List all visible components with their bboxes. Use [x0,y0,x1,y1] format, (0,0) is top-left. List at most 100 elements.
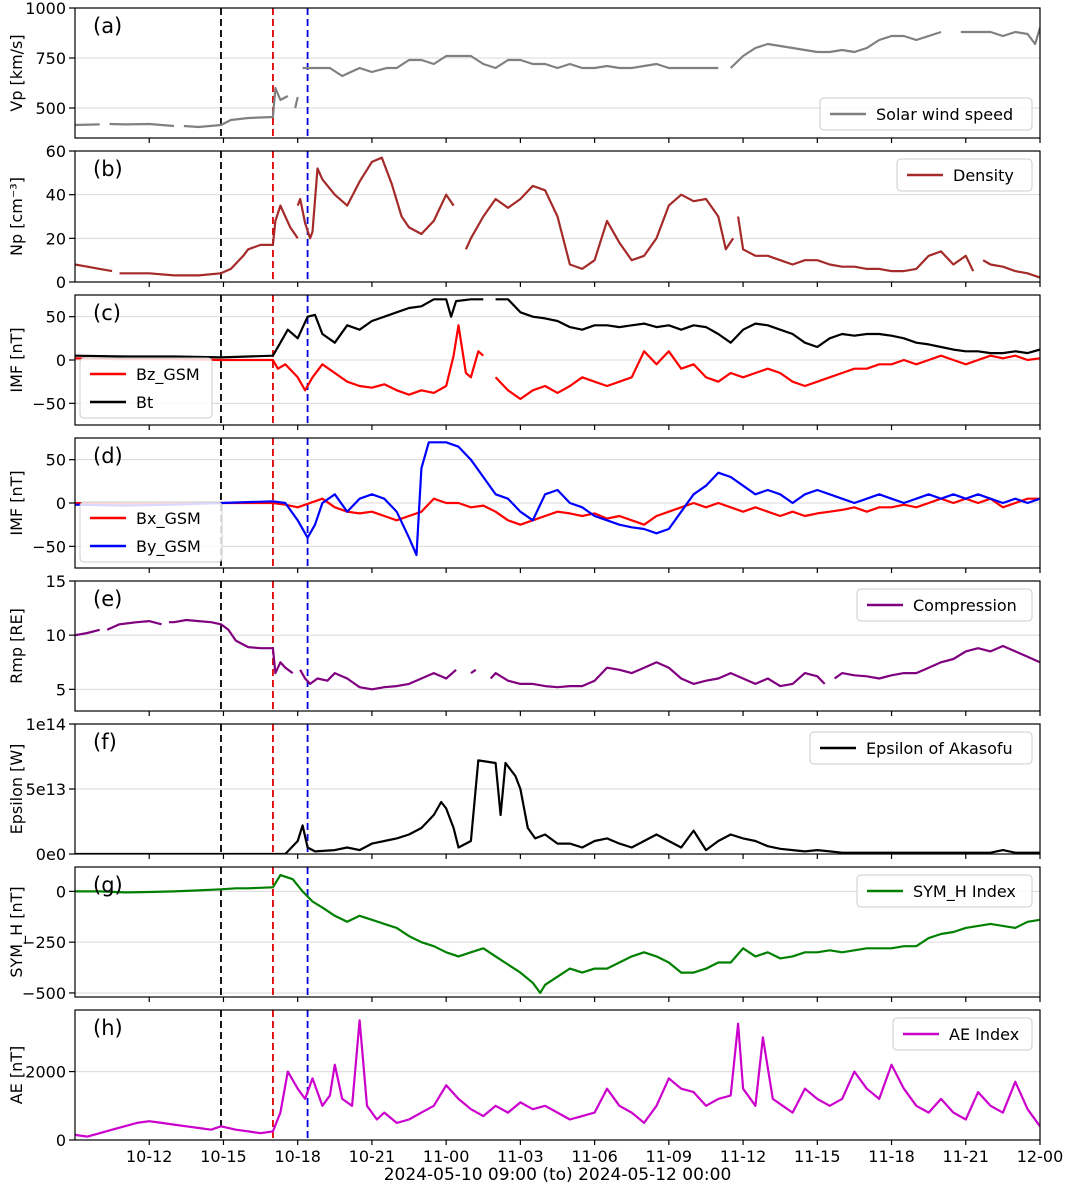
legend: Compression [856,588,1033,622]
y-tick-label: 60 [46,142,66,161]
x-axis-label: 2024-05-10 09:00 (to) 2024-05-12 00:00 [384,1165,732,1185]
panel-1: 500 750 1000 (a) Vp [km/s] Solar wind speed [7,0,1041,143]
plot-area [75,1010,1040,1140]
y-axis-label: Np [cm⁻³] [7,177,26,256]
panel-label: (a) [93,14,122,38]
legend-box [819,97,1033,131]
y-tick-label: 5 [56,680,66,699]
legend-label: By_GSM [136,537,201,557]
legend-label: Bx_GSM [136,509,201,529]
axes-frame [74,723,1041,855]
plot-area [75,438,1040,568]
axes-frame [74,580,1041,712]
legend: Bz_GSM Bt [79,357,213,419]
series-line [75,441,1040,557]
y-tick-label: 50 [46,308,66,327]
y-tick-label: 0 [56,882,66,901]
plot-area [75,581,1040,711]
y-tick-label: 50 [46,451,66,470]
x-tick-label: 11-18 [868,1147,915,1166]
plot-area [75,8,1040,138]
panel-8: 0 2000 (h) AE [nT] AE Index [7,1009,1041,1150]
legend-label: Bt [136,393,153,412]
y-tick-label: 0 [56,1131,66,1150]
y-tick-label: 20 [46,229,66,248]
series-line [75,298,1040,359]
series-line [75,156,1040,279]
legend-label: Solar wind speed [876,105,1013,124]
y-tick-label: 0e0 [36,845,66,864]
y-axis-label: IMF [nT] [7,470,26,535]
y-tick-label: 5e13 [26,780,66,799]
legend-label: Bz_GSM [136,365,200,385]
y-tick-label: 15 [46,572,66,591]
y-axis-label: SYM_H [nT] [7,886,27,977]
legend: Bx_GSM By_GSM [79,501,223,563]
series-line [75,618,1040,691]
panel-3: −50 0 50 (c) IMF [nT] Bz_GSM Bt [7,294,1041,430]
series-line [75,26,1040,129]
y-tick-label: 1e14 [26,715,66,734]
panel-2: 0 20 40 60 (b) Np [cm⁻³] Density [7,142,1041,292]
x-tick-label: 11-00 [423,1147,470,1166]
panel-label: (c) [93,301,121,325]
x-tick-label: 10-18 [274,1147,321,1166]
panel-label: (b) [93,157,123,181]
y-tick-label: 0 [56,494,66,513]
y-tick-label: 10 [46,626,66,645]
y-axis-label: AE [nT] [7,1046,26,1105]
legend: Density [896,158,1033,192]
legend: Solar wind speed [819,97,1033,131]
panel-5: 5 10 15 (e) Rmp [RE] Compression [7,572,1041,716]
panel-label: (e) [93,587,122,611]
y-tick-label: 1000 [25,0,66,18]
x-tick-label: 11-06 [571,1147,618,1166]
legend: Epsilon of Akasofu [809,731,1033,765]
y-tick-label: −50 [32,537,66,556]
x-tick-label: 11-21 [943,1147,990,1166]
y-tick-label: 0 [56,273,66,292]
axes-frame [74,7,1041,139]
y-axis-label: IMF [nT] [7,327,26,392]
y-tick-label: 500 [35,99,66,118]
y-axis-label: Epsilon [W] [7,744,26,835]
plot-area [75,151,1040,282]
y-tick-label: 0 [56,351,66,370]
y-tick-label: −500 [22,984,66,1003]
y-axis-label: Rmp [RE] [7,608,26,684]
legend-label: Epsilon of Akasofu [866,739,1013,758]
axes-frame [74,866,1041,998]
panel-label: (d) [93,444,123,468]
x-tick-label: 10-12 [126,1147,173,1166]
y-tick-label: 2000 [25,1063,66,1082]
legend-box [809,731,1033,765]
y-axis-label: Vp [km/s] [7,34,26,111]
x-tick-label: 11-15 [794,1147,841,1166]
axes-frame [74,294,1041,426]
y-tick-label: −250 [22,933,66,952]
plot-area [75,867,1040,997]
legend-box [856,874,1033,908]
panel-label: (g) [93,873,123,897]
legend-label: Density [953,166,1014,185]
panel-6: 0e0 5e13 1e14 (f) Epsilon [W] Epsilon of Akas… [7,715,1041,864]
legend-box [896,158,1033,192]
panel-label: (h) [93,1016,123,1040]
panel-7: −500 −250 0 (g) SYM_H [nT] SYM_H Index [7,866,1041,1003]
y-tick-label: 40 [46,186,66,205]
legend-box [856,588,1033,622]
legend-label: AE Index [949,1025,1019,1044]
legend: SYM_H Index [856,874,1033,908]
y-tick-label: −50 [32,394,66,413]
x-tick-label: 11-09 [646,1147,693,1166]
series-line [75,1019,1040,1138]
x-tick-label: 11-12 [720,1147,767,1166]
panel-label: (f) [93,730,117,754]
axes-frame [74,1009,1041,1141]
legend-label: SYM_H Index [913,882,1016,902]
axes-frame [74,437,1041,569]
y-tick-label: 750 [35,49,66,68]
series-line [75,324,1040,401]
plot-area [75,724,1040,854]
